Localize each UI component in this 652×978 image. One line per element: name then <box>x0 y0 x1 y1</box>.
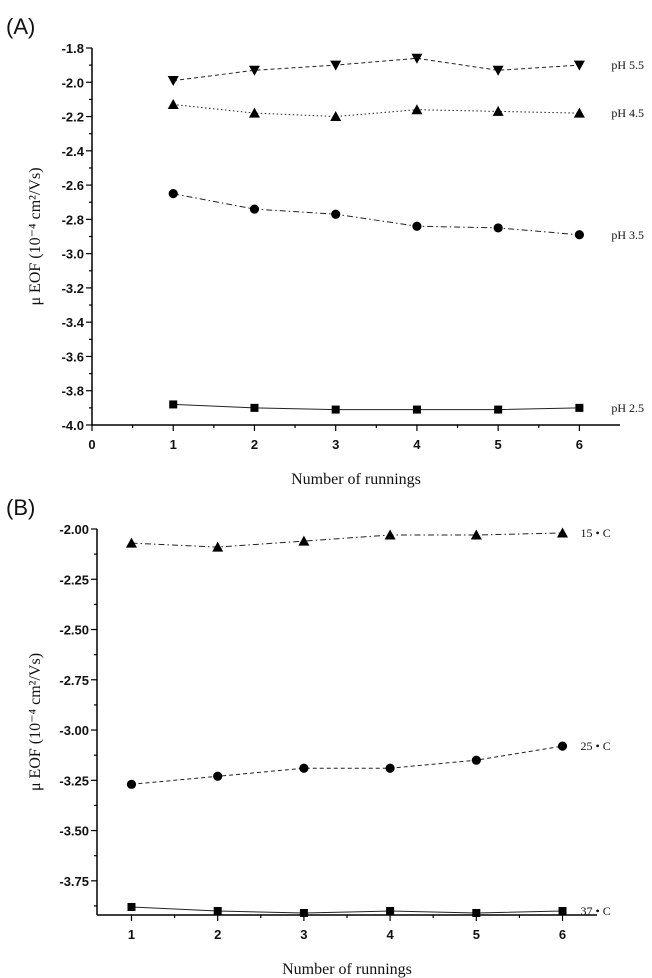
panel-a-y-tick-label: -2.2 <box>62 110 84 125</box>
panel-b-label: (B) <box>6 495 35 520</box>
panel-b-data-point <box>213 906 222 915</box>
panel-b-x-tick-label: 2 <box>214 927 221 942</box>
panel-a-series-label: pH 3.5 <box>611 228 644 242</box>
panel-b-data-point <box>558 906 567 915</box>
panel-b-data-point <box>127 902 136 911</box>
panel-b-y-axis-title: μ EOF (10⁻⁴ cm²/Vs) <box>27 653 44 791</box>
panel-a-data-point <box>575 403 584 412</box>
panel-b-y-tick-label: -2.25 <box>59 572 89 587</box>
panel-a-data-point <box>248 107 260 118</box>
panel-a-data-point <box>167 76 179 87</box>
panel-a-series-line <box>173 193 580 236</box>
panel-a-data-point <box>411 104 423 115</box>
panel-b-y-tick-label: -2.75 <box>59 673 89 688</box>
panel-a-data-point <box>330 60 342 71</box>
panel-b-x-tick-label: 1 <box>128 927 135 942</box>
panel-a-data-point <box>331 209 341 219</box>
panel-a-series-label: pH 2.5 <box>611 401 644 415</box>
panel-b-y-tick-label: -2.50 <box>59 623 89 638</box>
panel-b-data-point <box>384 529 396 540</box>
panel-b-data-point <box>557 527 569 538</box>
panel-a-x-tick-label: 4 <box>413 437 421 452</box>
panel-b-data-point <box>299 763 309 773</box>
panel-a-data-point <box>168 189 178 199</box>
panel-b-x-tick-label: 3 <box>300 927 307 942</box>
panel-a-chart: (A) -1.8 -2.0 -2.2 -2.4 -2.6 -2.8 -3.0 -3.2 -3.4 -… <box>6 14 644 488</box>
panel-a-y-tick-label: -3.6 <box>62 349 84 364</box>
panel-b-y-tick-label: -3.50 <box>59 824 89 839</box>
panel-b-data-point <box>125 537 137 548</box>
panel-a-y-tick-label: -3.4 <box>62 315 85 330</box>
panel-a-x-axis-title: Number of runnings <box>291 471 421 488</box>
panel-b-x-tick-label: 6 <box>559 927 566 942</box>
panel-b-data-point <box>298 535 310 546</box>
panel-a-data-point <box>492 65 504 76</box>
panel-a-y-tick-label: -2.8 <box>62 212 84 227</box>
panel-b-x-tick-label: 4 <box>386 927 394 942</box>
panel-b-y-tick-label: -3.75 <box>59 874 89 889</box>
panel-a-data-point <box>492 105 504 116</box>
panel-a-y-tick-label: -2.0 <box>62 75 84 90</box>
panel-b-data-point <box>472 908 481 917</box>
panel-b-series-line <box>131 532 563 548</box>
panel-a-data-point <box>249 204 260 214</box>
panel-b-series-label: 37 • C <box>581 904 611 918</box>
panel-b-series-line <box>131 745 563 785</box>
panel-a-label: (A) <box>6 14 35 39</box>
panel-a-x-tick-label: 5 <box>495 437 502 452</box>
panel-a-x-tick-label: 3 <box>332 437 339 452</box>
panel-b-data-point <box>126 779 137 789</box>
panel-a-data-point <box>331 405 340 414</box>
panel-b-series-line <box>131 906 563 914</box>
panel-b-data-point <box>471 755 481 765</box>
panel-b-series-label: 25 • C <box>581 739 611 753</box>
panel-b-data-point <box>212 541 224 552</box>
panel-a-series-line <box>173 104 580 118</box>
panel-a-series-line <box>173 57 580 82</box>
panel-b-data-point <box>213 771 223 781</box>
panel-a-y-tick-label: -4.0 <box>62 418 84 433</box>
panel-b-series-label: 15 • C <box>581 526 611 540</box>
panel-a-data-point <box>167 99 179 110</box>
panel-a-series-label: pH 5.5 <box>611 58 644 72</box>
panel-b-data-point <box>386 906 395 915</box>
panel-a-series-line <box>173 403 580 411</box>
panel-a-data-point <box>493 223 503 233</box>
panel-b-data-point <box>470 529 482 540</box>
panel-b-y-tick-label: -2.00 <box>59 522 89 537</box>
panel-a-data-point <box>169 400 178 409</box>
panel-b-data-point <box>385 763 395 773</box>
panel-a-data-point <box>411 53 423 64</box>
panel-a-data-point <box>494 405 503 414</box>
panel-a-x-tick-label: 0 <box>88 437 95 452</box>
panel-a-x-tick-label: 1 <box>170 437 177 452</box>
panel-b-y-tick-label: -3.25 <box>59 773 89 788</box>
panel-a-y-tick-label: -1.8 <box>62 41 84 56</box>
panel-b-chart: (B) -2.00 -2.25 -2.50 -2.75 -3.00 -3.25 -3.50 -3… <box>6 495 611 978</box>
panel-a-data-point <box>248 65 260 76</box>
panel-b-x-tick-label: 5 <box>473 927 480 942</box>
panel-a-y-tick-label: -3.0 <box>62 247 84 262</box>
panel-a-x-tick-label: 2 <box>251 437 258 452</box>
panel-a-y-tick-label: -2.6 <box>62 178 84 193</box>
panel-a-y-tick-label: -3.2 <box>62 281 84 296</box>
panel-a-data-point <box>412 405 421 414</box>
panel-b-y-tick-label: -3.00 <box>59 723 89 738</box>
panel-a-data-point <box>573 107 585 118</box>
panel-a-y-tick-label: -3.8 <box>62 384 84 399</box>
panel-a-data-point <box>574 230 584 240</box>
panel-a-y-axis-title: μ EOF (10⁻⁴ cm²/Vs) <box>27 167 44 305</box>
panel-b-data-point <box>299 908 308 917</box>
panel-b-data-point <box>557 741 568 751</box>
panel-a-data-point <box>330 111 342 122</box>
panel-b-x-axis-title: Number of runnings <box>282 961 412 978</box>
panel-a-data-point <box>412 221 422 231</box>
panel-a-data-point <box>573 60 585 71</box>
panel-a-data-point <box>250 403 259 412</box>
panel-a-x-tick-label: 6 <box>576 437 583 452</box>
panel-a-series-label: pH 4.5 <box>611 106 644 120</box>
panel-a-y-tick-label: -2.4 <box>62 144 85 159</box>
